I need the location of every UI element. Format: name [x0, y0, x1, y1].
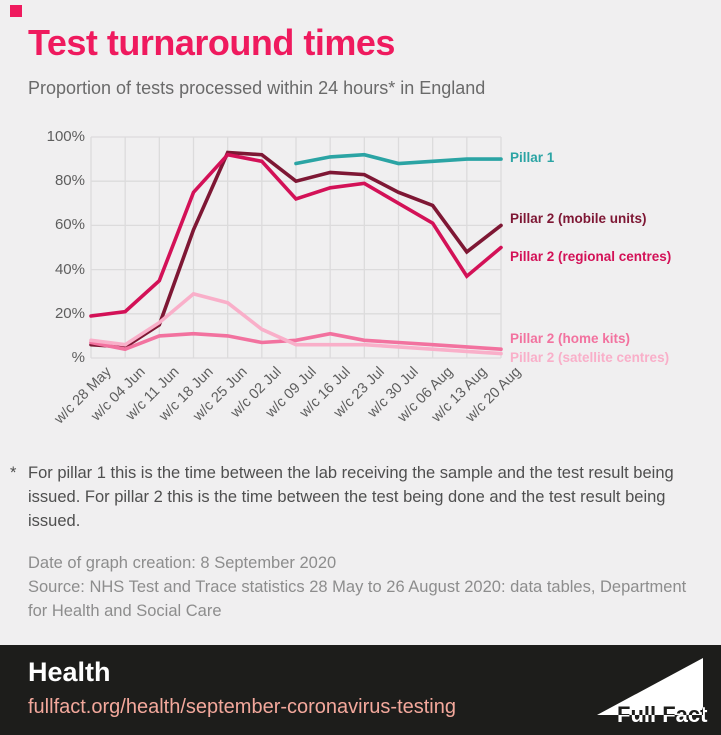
meta-block: Date of graph creation: 8 September 2020…	[28, 551, 708, 623]
brand-square	[10, 5, 22, 17]
y-axis-label: 60%	[54, 216, 85, 234]
legend-pillar-2-mobile-units: Pillar 2 (mobile units)	[510, 211, 647, 226]
series-line-pillar-2-mobile-units	[89, 150, 503, 349]
y-axis-label: 100%	[46, 128, 85, 145]
series-line-pillar-1	[294, 152, 503, 166]
line-chart: 100% 80% 60% 40% 20%% w/c 28 May w/c 04 Jun w/…	[0, 128, 672, 427]
fullfact-logo-text-knockout: Full Fact	[617, 702, 708, 727]
footer-url[interactable]: fullfact.org/health/september-coronaviru…	[28, 696, 456, 718]
footnote-marker: *	[10, 464, 17, 482]
fullfact-logo-triangle	[597, 658, 703, 715]
legend-pillar-2-satellite-centres: Pillar 2 (satellite centres)	[510, 350, 670, 365]
chart-plot-area	[89, 136, 503, 359]
footer: Health fullfact.org/health/september-cor…	[0, 645, 721, 735]
fullfact-logo-text: Full Fact	[617, 702, 708, 727]
source-line: Source: NHS Test and Trace statistics 28…	[28, 578, 687, 620]
footnote-text: For pillar 1 this is the time between th…	[28, 464, 674, 530]
series-line-pillar-2-home-kits	[89, 331, 503, 352]
fullfact-logo: Full Fact Full Fact	[597, 658, 708, 727]
series-line-pillar-2-regional-centres	[89, 152, 503, 318]
y-axis: 100% 80% 60% 40% 20%%	[0, 128, 85, 366]
page-title: Test turnaround times	[28, 22, 395, 63]
legend-pillar-2-home-kits: Pillar 2 (home kits)	[510, 331, 631, 346]
y-axis-label: 80%	[54, 172, 85, 190]
footnote: * For pillar 1 this is the time between …	[10, 461, 710, 533]
legend-pillar-1: Pillar 1	[510, 150, 555, 165]
y-axis-label: 20%	[54, 304, 85, 322]
creation-date: Date of graph creation: 8 September 2020	[28, 554, 337, 572]
page-subtitle: Proportion of tests processed within 24 …	[28, 78, 486, 98]
series-line-pillar-2-satellite-centres	[89, 291, 503, 356]
y-axis-label: %	[71, 349, 85, 366]
footer-section-title: Health	[28, 657, 111, 687]
y-axis-label: 40%	[54, 260, 85, 278]
legend-pillar-2-regional-centres: Pillar 2 (regional centres)	[510, 249, 672, 264]
